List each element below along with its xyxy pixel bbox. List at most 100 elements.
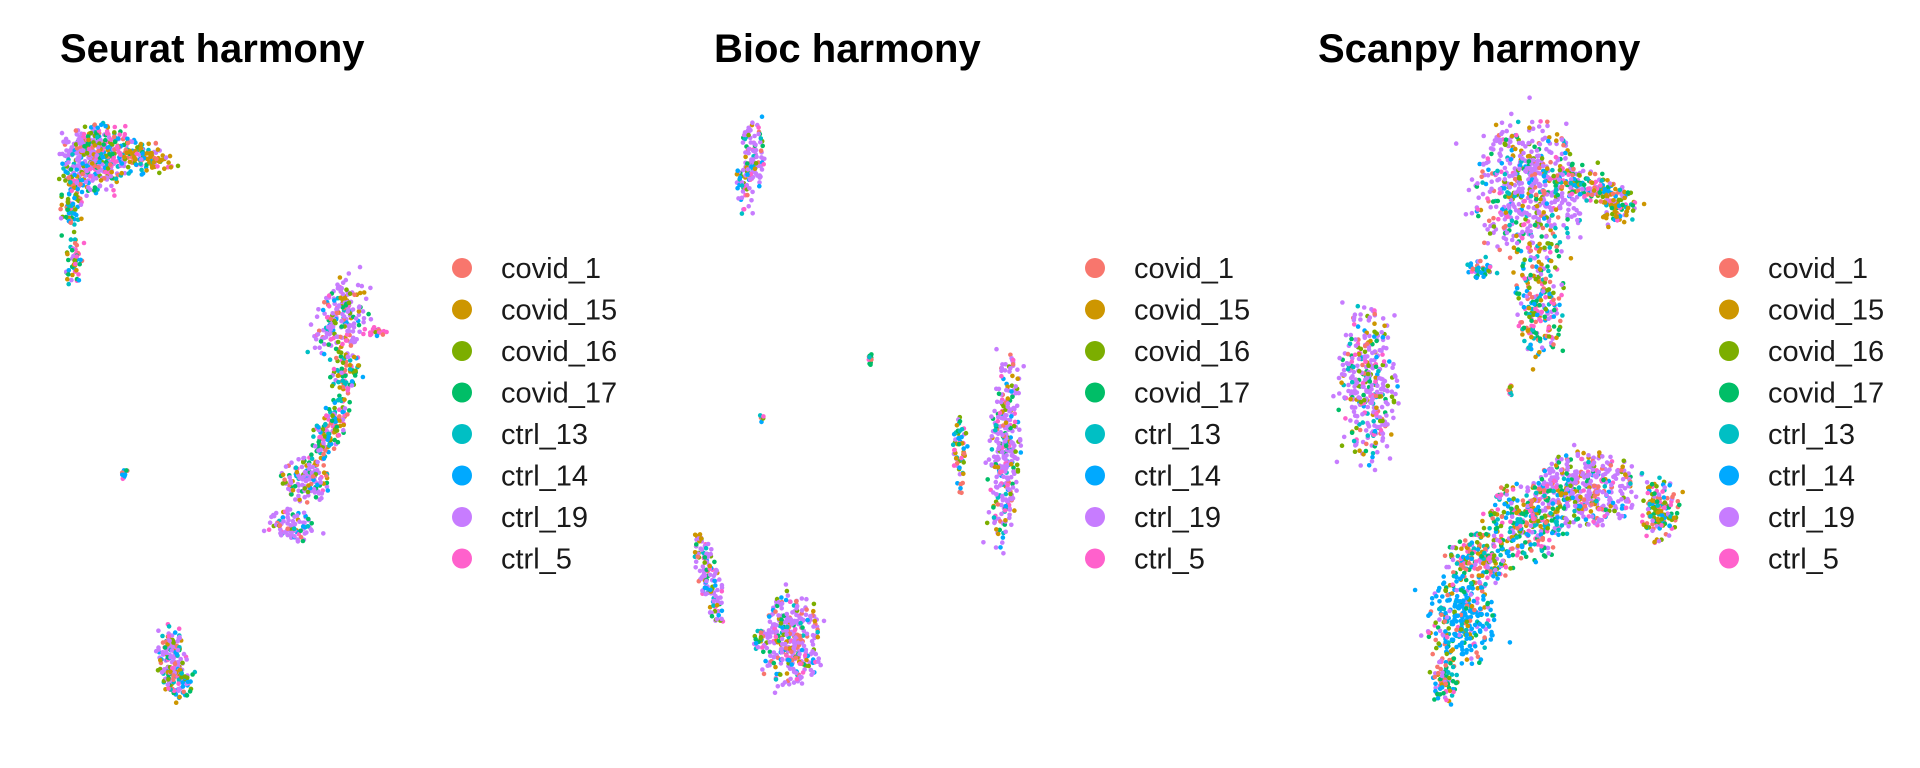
- scatter-point-covid_16: [961, 460, 966, 465]
- scatter-point-ctrl_5: [1499, 492, 1504, 498]
- scatter-point-ctrl_14: [1533, 507, 1539, 513]
- scatter-point-ctrl_19: [1504, 492, 1509, 497]
- scatter-point-ctrl_19: [810, 669, 816, 675]
- scatter-point-ctrl_19: [1566, 524, 1571, 529]
- scatter-point-ctrl_19: [1385, 335, 1391, 340]
- scatter-point-ctrl_5: [1492, 544, 1497, 549]
- scatter-point-ctrl_5: [1514, 132, 1519, 138]
- scatter-point-ctrl_5: [748, 171, 754, 177]
- scatter-point-ctrl_19: [1497, 137, 1503, 143]
- scatter-point-ctrl_19: [1477, 579, 1482, 585]
- scatter-point-ctrl_19: [1524, 210, 1530, 216]
- scatter-point-ctrl_5: [1569, 191, 1575, 197]
- scatter-point-covid_17: [997, 527, 1002, 533]
- scatter-point-ctrl_19: [1002, 368, 1008, 373]
- scatter-point-ctrl_19: [330, 311, 336, 316]
- scatter-point-ctrl_14: [75, 186, 80, 192]
- scatter-point-ctrl_5: [1531, 324, 1536, 329]
- scatter-point-ctrl_19: [313, 336, 319, 342]
- scatter-point-ctrl_5: [1581, 488, 1586, 493]
- scatter-point-ctrl_5: [1591, 519, 1596, 524]
- scatter-point-ctrl_14: [172, 630, 178, 635]
- scatter-point-ctrl_19: [1543, 472, 1549, 478]
- scatter-point-ctrl_19: [1007, 448, 1013, 454]
- scatter-point-covid_16: [1545, 288, 1550, 293]
- scatter-point-ctrl_13: [68, 237, 74, 242]
- scatter-point-ctrl_19: [76, 158, 82, 164]
- scatter-point-ctrl_19: [752, 133, 757, 139]
- scatter-point-ctrl_19: [1596, 469, 1602, 475]
- scatter-point-ctrl_19: [1337, 391, 1342, 396]
- scatter-point-covid_17: [85, 134, 91, 139]
- scatter-point-ctrl_19: [1012, 443, 1017, 449]
- legend-label: ctrl_13: [1134, 419, 1221, 451]
- scatter-point-ctrl_19: [747, 186, 752, 191]
- scatter-point-covid_16: [1358, 399, 1364, 405]
- scatter-point-covid_1: [789, 649, 794, 655]
- scatter-point-covid_1: [1503, 573, 1508, 578]
- scatter-point-ctrl_19: [277, 527, 283, 532]
- scatter-point-ctrl_14: [763, 658, 768, 664]
- scatter-point-ctrl_14: [103, 124, 108, 129]
- scatter-point-covid_16: [984, 520, 990, 526]
- scatter-point-covid_15: [1520, 272, 1525, 278]
- scatter-point-ctrl_19: [1580, 471, 1586, 476]
- scatter-point-covid_16: [1354, 425, 1359, 431]
- scatter-point-covid_15: [1554, 132, 1560, 137]
- scatter-point-covid_16: [702, 560, 707, 565]
- scatter-point-covid_15: [1559, 491, 1564, 496]
- scatter-point-ctrl_19: [321, 531, 326, 536]
- scatter-point-covid_16: [1630, 208, 1636, 213]
- scatter-point-ctrl_5: [331, 366, 337, 372]
- scatter-point-ctrl_19: [1536, 216, 1541, 222]
- legend-key: [1085, 548, 1105, 569]
- scatter-point-ctrl_19: [1619, 513, 1625, 519]
- scatter-point-ctrl_19: [1540, 289, 1546, 294]
- scatter-point-ctrl_14: [1477, 161, 1482, 167]
- scatter-point-ctrl_19: [693, 565, 698, 570]
- scatter-point-ctrl_19: [312, 443, 318, 449]
- scatter-point-ctrl_5: [999, 469, 1004, 475]
- scatter-point-covid_16: [1542, 245, 1547, 251]
- scatter-point-covid_17: [289, 492, 294, 497]
- scatter-point-covid_15: [1553, 207, 1559, 212]
- scatter-point-ctrl_19: [1507, 161, 1513, 166]
- scatter-point-covid_1: [1548, 159, 1553, 165]
- scatter-point-ctrl_5: [784, 653, 789, 658]
- scatter-point-covid_16: [97, 141, 102, 146]
- scatter-point-ctrl_5: [114, 159, 119, 164]
- scatter-point-covid_16: [1502, 141, 1508, 147]
- scatter-point-ctrl_14: [1563, 150, 1568, 156]
- scatter-point-ctrl_19: [803, 612, 809, 618]
- scatter-point-covid_16: [963, 430, 969, 436]
- legend-label: covid_17: [501, 378, 617, 410]
- scatter-point-covid_17: [1545, 264, 1550, 269]
- scatter-point-ctrl_19: [169, 648, 175, 653]
- scatter-point-ctrl_13: [1515, 119, 1521, 125]
- scatter-point-ctrl_19: [779, 606, 784, 611]
- scatter-point-ctrl_14: [1514, 285, 1520, 291]
- scatter-point-ctrl_13: [1599, 178, 1605, 183]
- scatter-point-covid_15: [1578, 494, 1583, 500]
- scatter-point-ctrl_19: [1384, 388, 1390, 393]
- scatter-point-ctrl_13: [61, 166, 66, 171]
- scatter-point-ctrl_19: [1528, 523, 1534, 529]
- scatter-point-ctrl_13: [1514, 535, 1520, 540]
- scatter-point-ctrl_19: [1545, 123, 1550, 129]
- scatter-point-covid_15: [356, 309, 362, 314]
- scatter-point-ctrl_13: [327, 357, 333, 363]
- scatter-point-covid_17: [184, 693, 190, 698]
- scatter-point-ctrl_13: [1630, 217, 1635, 222]
- scatter-point-covid_15: [1348, 396, 1353, 402]
- scatter-point-ctrl_14: [1556, 532, 1561, 538]
- scatter-point-covid_1: [1478, 258, 1483, 264]
- scatter-point-ctrl_19: [1615, 468, 1620, 474]
- scatter-point-ctrl_13: [1454, 561, 1460, 566]
- scatter-point-ctrl_13: [1471, 546, 1477, 551]
- scatter-point-ctrl_13: [1498, 552, 1503, 558]
- scatter-point-ctrl_19: [1574, 469, 1579, 474]
- scatter-point-covid_1: [793, 655, 799, 661]
- scatter-point-ctrl_13: [1546, 268, 1551, 274]
- scatter-plot-area: [56, 120, 389, 705]
- scatter-point-ctrl_19: [1379, 404, 1385, 410]
